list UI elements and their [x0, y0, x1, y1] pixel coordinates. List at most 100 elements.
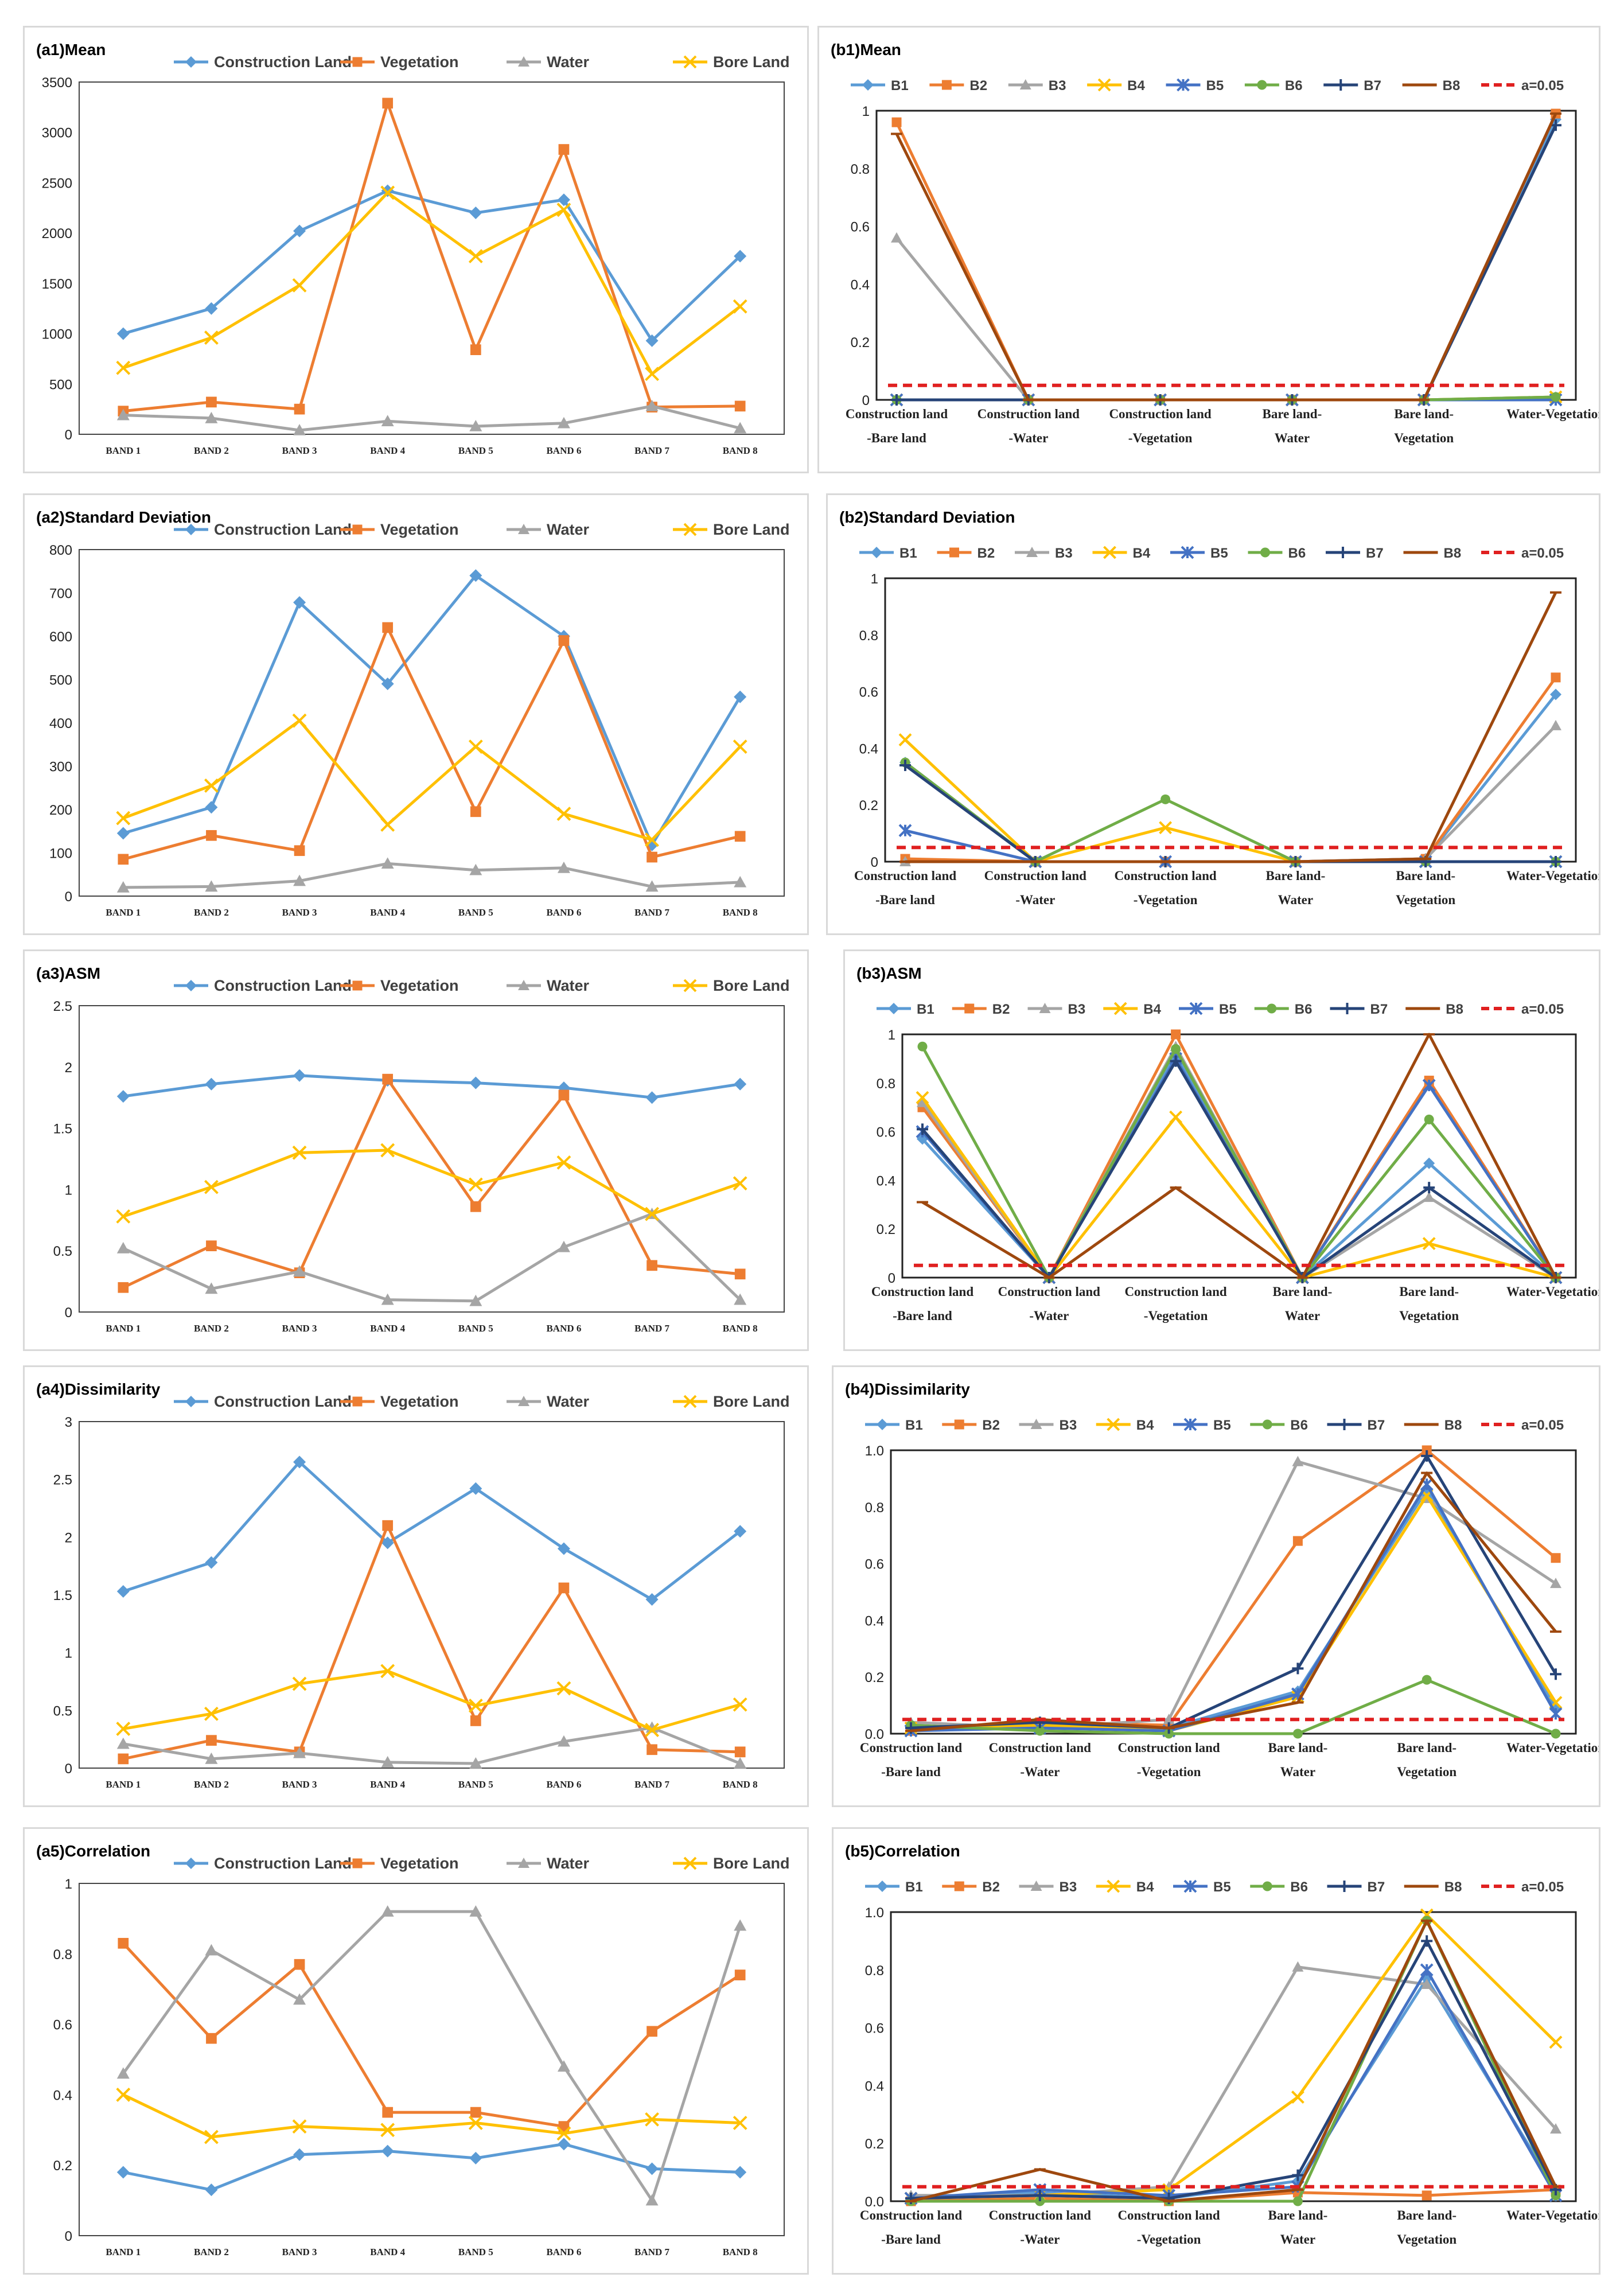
legend-marker — [352, 1396, 363, 1407]
x-tick-label: BAND 2 — [194, 1323, 229, 1334]
series-b1 — [905, 1972, 1561, 2204]
data-point — [469, 569, 482, 582]
y-tick-label: 0.6 — [851, 220, 870, 235]
data-point — [116, 1090, 130, 1103]
legend-marker — [1026, 547, 1038, 557]
series-b4 — [904, 1908, 1563, 2205]
legend-label: B3 — [1049, 78, 1066, 94]
y-tick-label: 0.4 — [53, 2088, 72, 2103]
series-line — [895, 237, 1556, 402]
data-point — [1550, 1668, 1561, 1680]
x-tick-label: BAND 2 — [194, 1779, 229, 1790]
data-point — [292, 1145, 307, 1160]
y-tick-label: 0.4 — [877, 1173, 895, 1189]
plot-frame — [875, 110, 1577, 401]
y-tick-label: 1 — [871, 571, 878, 587]
y-tick-label: 0.0 — [865, 1727, 884, 1742]
data-point — [645, 399, 659, 411]
x-tick-label: Construction land — [1109, 407, 1211, 421]
plot-frame — [79, 1005, 785, 1313]
x-tick-label: BAND 4 — [370, 1323, 405, 1334]
legend-label: B5 — [1213, 1418, 1231, 1433]
x-tick-label: BAND 7 — [634, 2247, 669, 2257]
legend-marker — [964, 1003, 975, 1014]
data-point — [116, 1737, 130, 1749]
legend-item: B5 — [1173, 1879, 1231, 1895]
legend-item: Water — [507, 53, 590, 71]
data-point — [204, 2130, 219, 2144]
data-point — [1550, 719, 1561, 730]
series-construction-land — [116, 569, 747, 851]
data-point — [898, 824, 912, 838]
series-b8 — [905, 1472, 1561, 1733]
series-line — [910, 1968, 1557, 2200]
legend-item: Water — [507, 977, 590, 994]
legend-marker — [1107, 1418, 1120, 1431]
data-point — [1169, 1110, 1183, 1124]
chart-panel-a4: (a4)Dissimilarity 0 0.5 1 1.5 2 2.5 3 BAND 1 BAND… — [23, 1365, 809, 1807]
y-tick-label: 1500 — [42, 277, 72, 292]
legend-item: B7 — [1323, 78, 1381, 94]
y-tick-label: 300 — [49, 760, 72, 775]
data-point — [382, 1073, 394, 1085]
legend-marker — [1030, 1881, 1042, 1891]
legend-label: B5 — [1219, 1002, 1237, 1017]
data-point — [1423, 1157, 1435, 1169]
series-line — [123, 191, 741, 376]
x-tick-label: Vegetation — [1397, 1765, 1456, 1779]
x-tick-label: Construction land — [1117, 1741, 1220, 1755]
data-point — [916, 1091, 929, 1104]
legend-marker — [1183, 1879, 1197, 1893]
y-tick-label: 200 — [49, 803, 72, 818]
x-tick-label: -Bare land — [893, 1309, 952, 1323]
data-point — [470, 1715, 481, 1726]
series-bore-land — [116, 713, 747, 847]
data-point — [293, 596, 306, 609]
data-point — [1551, 392, 1561, 402]
data-point — [380, 1143, 395, 1158]
x-tick-label: BAND 1 — [106, 1323, 141, 1334]
data-point — [381, 1293, 394, 1305]
series-line — [921, 1060, 1557, 1279]
series-line — [895, 112, 1557, 402]
data-point — [734, 400, 746, 412]
legend-label: Bore Land — [713, 1855, 790, 1872]
x-tick-label: BAND 3 — [282, 445, 317, 456]
series-b4 — [916, 1091, 1563, 1284]
legend-item: B8 — [1402, 78, 1460, 94]
chart-title: (b5)Correlation — [845, 1842, 960, 1860]
legend-item: B2 — [929, 78, 987, 94]
legend-label: a=0.05 — [1521, 78, 1564, 94]
x-tick-label: -Vegetation — [1144, 1309, 1208, 1323]
x-tick-label: Construction land — [1124, 1284, 1226, 1299]
data-point — [734, 831, 746, 842]
legend-marker — [352, 57, 363, 67]
data-point — [118, 1753, 129, 1765]
legend-item: B8 — [1405, 1002, 1463, 1017]
series-line — [123, 2142, 741, 2191]
legend-label: Vegetation — [380, 1855, 459, 1872]
legend-label: B3 — [1068, 1002, 1086, 1017]
legend-marker — [1189, 1002, 1203, 1015]
legend-item: B8 — [1404, 1418, 1462, 1433]
y-tick-label: 0.0 — [865, 2194, 884, 2210]
data-point — [469, 1076, 482, 1089]
legend-item: Vegetation — [340, 1393, 459, 1410]
series-vegetation — [118, 1938, 746, 2132]
legend-item: Water — [507, 1393, 590, 1410]
data-point — [917, 1096, 928, 1107]
data-point — [645, 1091, 659, 1104]
chart-svg-b4: (b4)Dissimilarity 0.0 0.2 0.4 0.6 0.8 1.0 Const… — [845, 1380, 1599, 1779]
chart-panel-b4: (b4)Dissimilarity 0.0 0.2 0.4 0.6 0.8 1.0 Const… — [832, 1365, 1600, 1807]
legend-label: B3 — [1055, 546, 1073, 561]
x-tick-label: BAND 7 — [634, 1323, 669, 1334]
legend-item: Vegetation — [340, 521, 459, 538]
data-point — [647, 2026, 657, 2037]
data-point — [557, 2138, 570, 2151]
x-tick-label: BAND 4 — [370, 2247, 405, 2257]
data-point — [1551, 2190, 1561, 2201]
data-point — [733, 2116, 747, 2130]
x-tick-label: Water-Vegetation — [1506, 869, 1599, 883]
plot-frame — [901, 1033, 1577, 1279]
legend-label: Water — [547, 977, 590, 994]
